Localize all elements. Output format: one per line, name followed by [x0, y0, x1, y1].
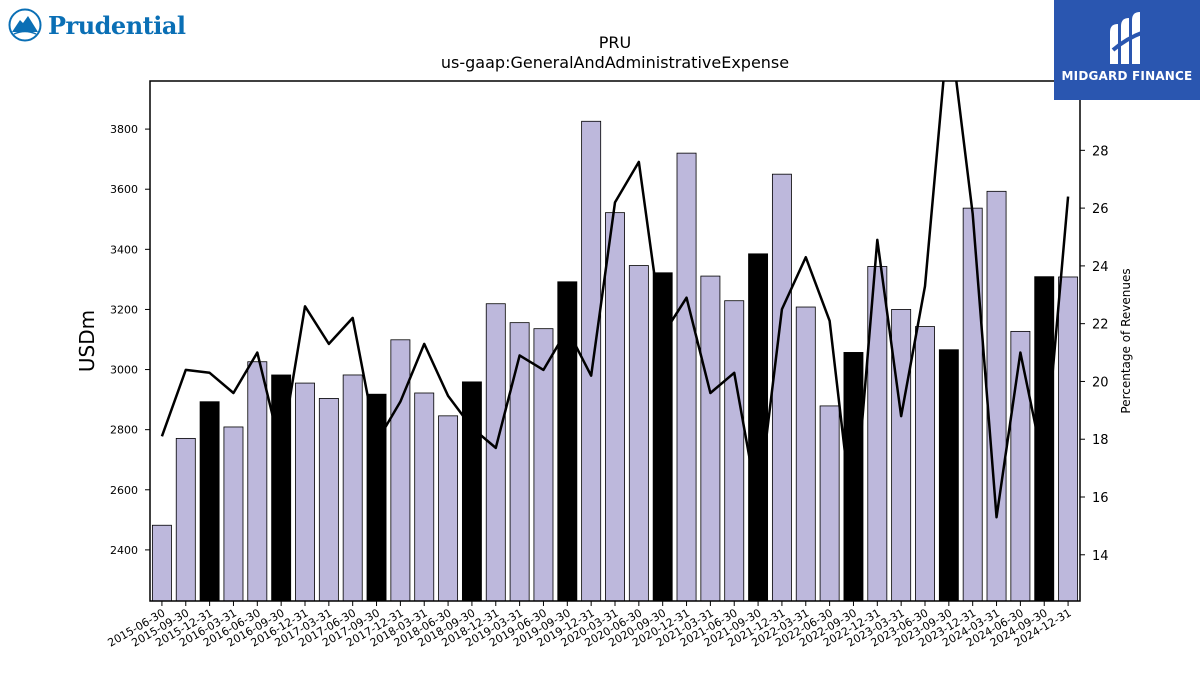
- y-tick-label: 3600: [110, 183, 138, 196]
- y-tick-label: 3800: [110, 123, 138, 136]
- bar: [1058, 276, 1079, 601]
- y2-tick-label: 20: [1092, 375, 1109, 390]
- y-tick-label: 2800: [110, 424, 138, 437]
- y2-tick-label: 18: [1092, 433, 1109, 448]
- bar: [414, 392, 435, 601]
- bar: [533, 328, 554, 601]
- bar: [295, 382, 315, 601]
- prudential-logo: Prudential: [8, 8, 186, 42]
- bar: [700, 275, 721, 601]
- bar: [175, 437, 196, 601]
- bar: [986, 190, 1007, 601]
- bar: [1010, 330, 1031, 601]
- y-tick-label: 3000: [110, 364, 138, 377]
- bar: [867, 266, 888, 601]
- bar-highlight: [652, 272, 673, 601]
- bar: [485, 303, 506, 601]
- y2-tick-label: 22: [1092, 318, 1109, 333]
- y2-tick-label: 16: [1092, 491, 1109, 506]
- midgard-finance-logo: MIDGARD FINANCE: [1054, 0, 1200, 100]
- plot-area: [151, 81, 1079, 601]
- y-tick-label: 2400: [110, 544, 138, 557]
- y-tick-label: 3400: [110, 243, 138, 256]
- bar-highlight: [461, 381, 482, 601]
- y-tick-label: 2600: [110, 484, 138, 497]
- bar: [628, 265, 649, 601]
- bar: [962, 207, 983, 601]
- midgard-wordmark: MIDGARD FINANCE: [1061, 69, 1193, 83]
- bar: [724, 300, 745, 601]
- rock-icon: [8, 8, 42, 42]
- bar: [581, 120, 602, 601]
- bar: [151, 524, 172, 601]
- y2-axis-label: Percentage of Revenues: [1119, 268, 1133, 413]
- bar: [771, 173, 792, 601]
- bar: [795, 306, 816, 601]
- bar: [223, 426, 244, 601]
- chart-title: PRU: [599, 33, 631, 52]
- bar: [605, 212, 625, 601]
- bar-highlight: [199, 401, 220, 601]
- bar: [819, 405, 840, 601]
- bar-highlight: [557, 281, 578, 601]
- bar: [509, 322, 530, 601]
- y-tick-label: 3200: [110, 303, 138, 316]
- bar-highlight: [843, 352, 864, 601]
- bar-highlight: [748, 253, 769, 601]
- bar-highlight: [938, 349, 959, 601]
- y2-tick-label: 26: [1092, 202, 1109, 217]
- y2-tick-label: 24: [1092, 260, 1109, 275]
- prudential-wordmark: Prudential: [48, 10, 186, 40]
- bar: [676, 152, 697, 601]
- bar: [915, 326, 935, 601]
- chart-subtitle: us-gaap:GeneralAndAdministrativeExpense: [441, 53, 789, 72]
- bar: [247, 361, 268, 601]
- bar: [438, 415, 459, 601]
- bar-highlight: [1034, 276, 1055, 601]
- bar-highlight: [366, 393, 387, 601]
- bar: [342, 374, 363, 601]
- midgard-emblem-icon: [1110, 12, 1145, 64]
- y2-tick-label: 28: [1092, 144, 1109, 159]
- bar: [891, 309, 912, 601]
- bar: [318, 398, 339, 601]
- bar: [390, 339, 411, 601]
- y2-tick-label: 14: [1092, 549, 1109, 564]
- y-axis-label: USDm: [75, 310, 99, 372]
